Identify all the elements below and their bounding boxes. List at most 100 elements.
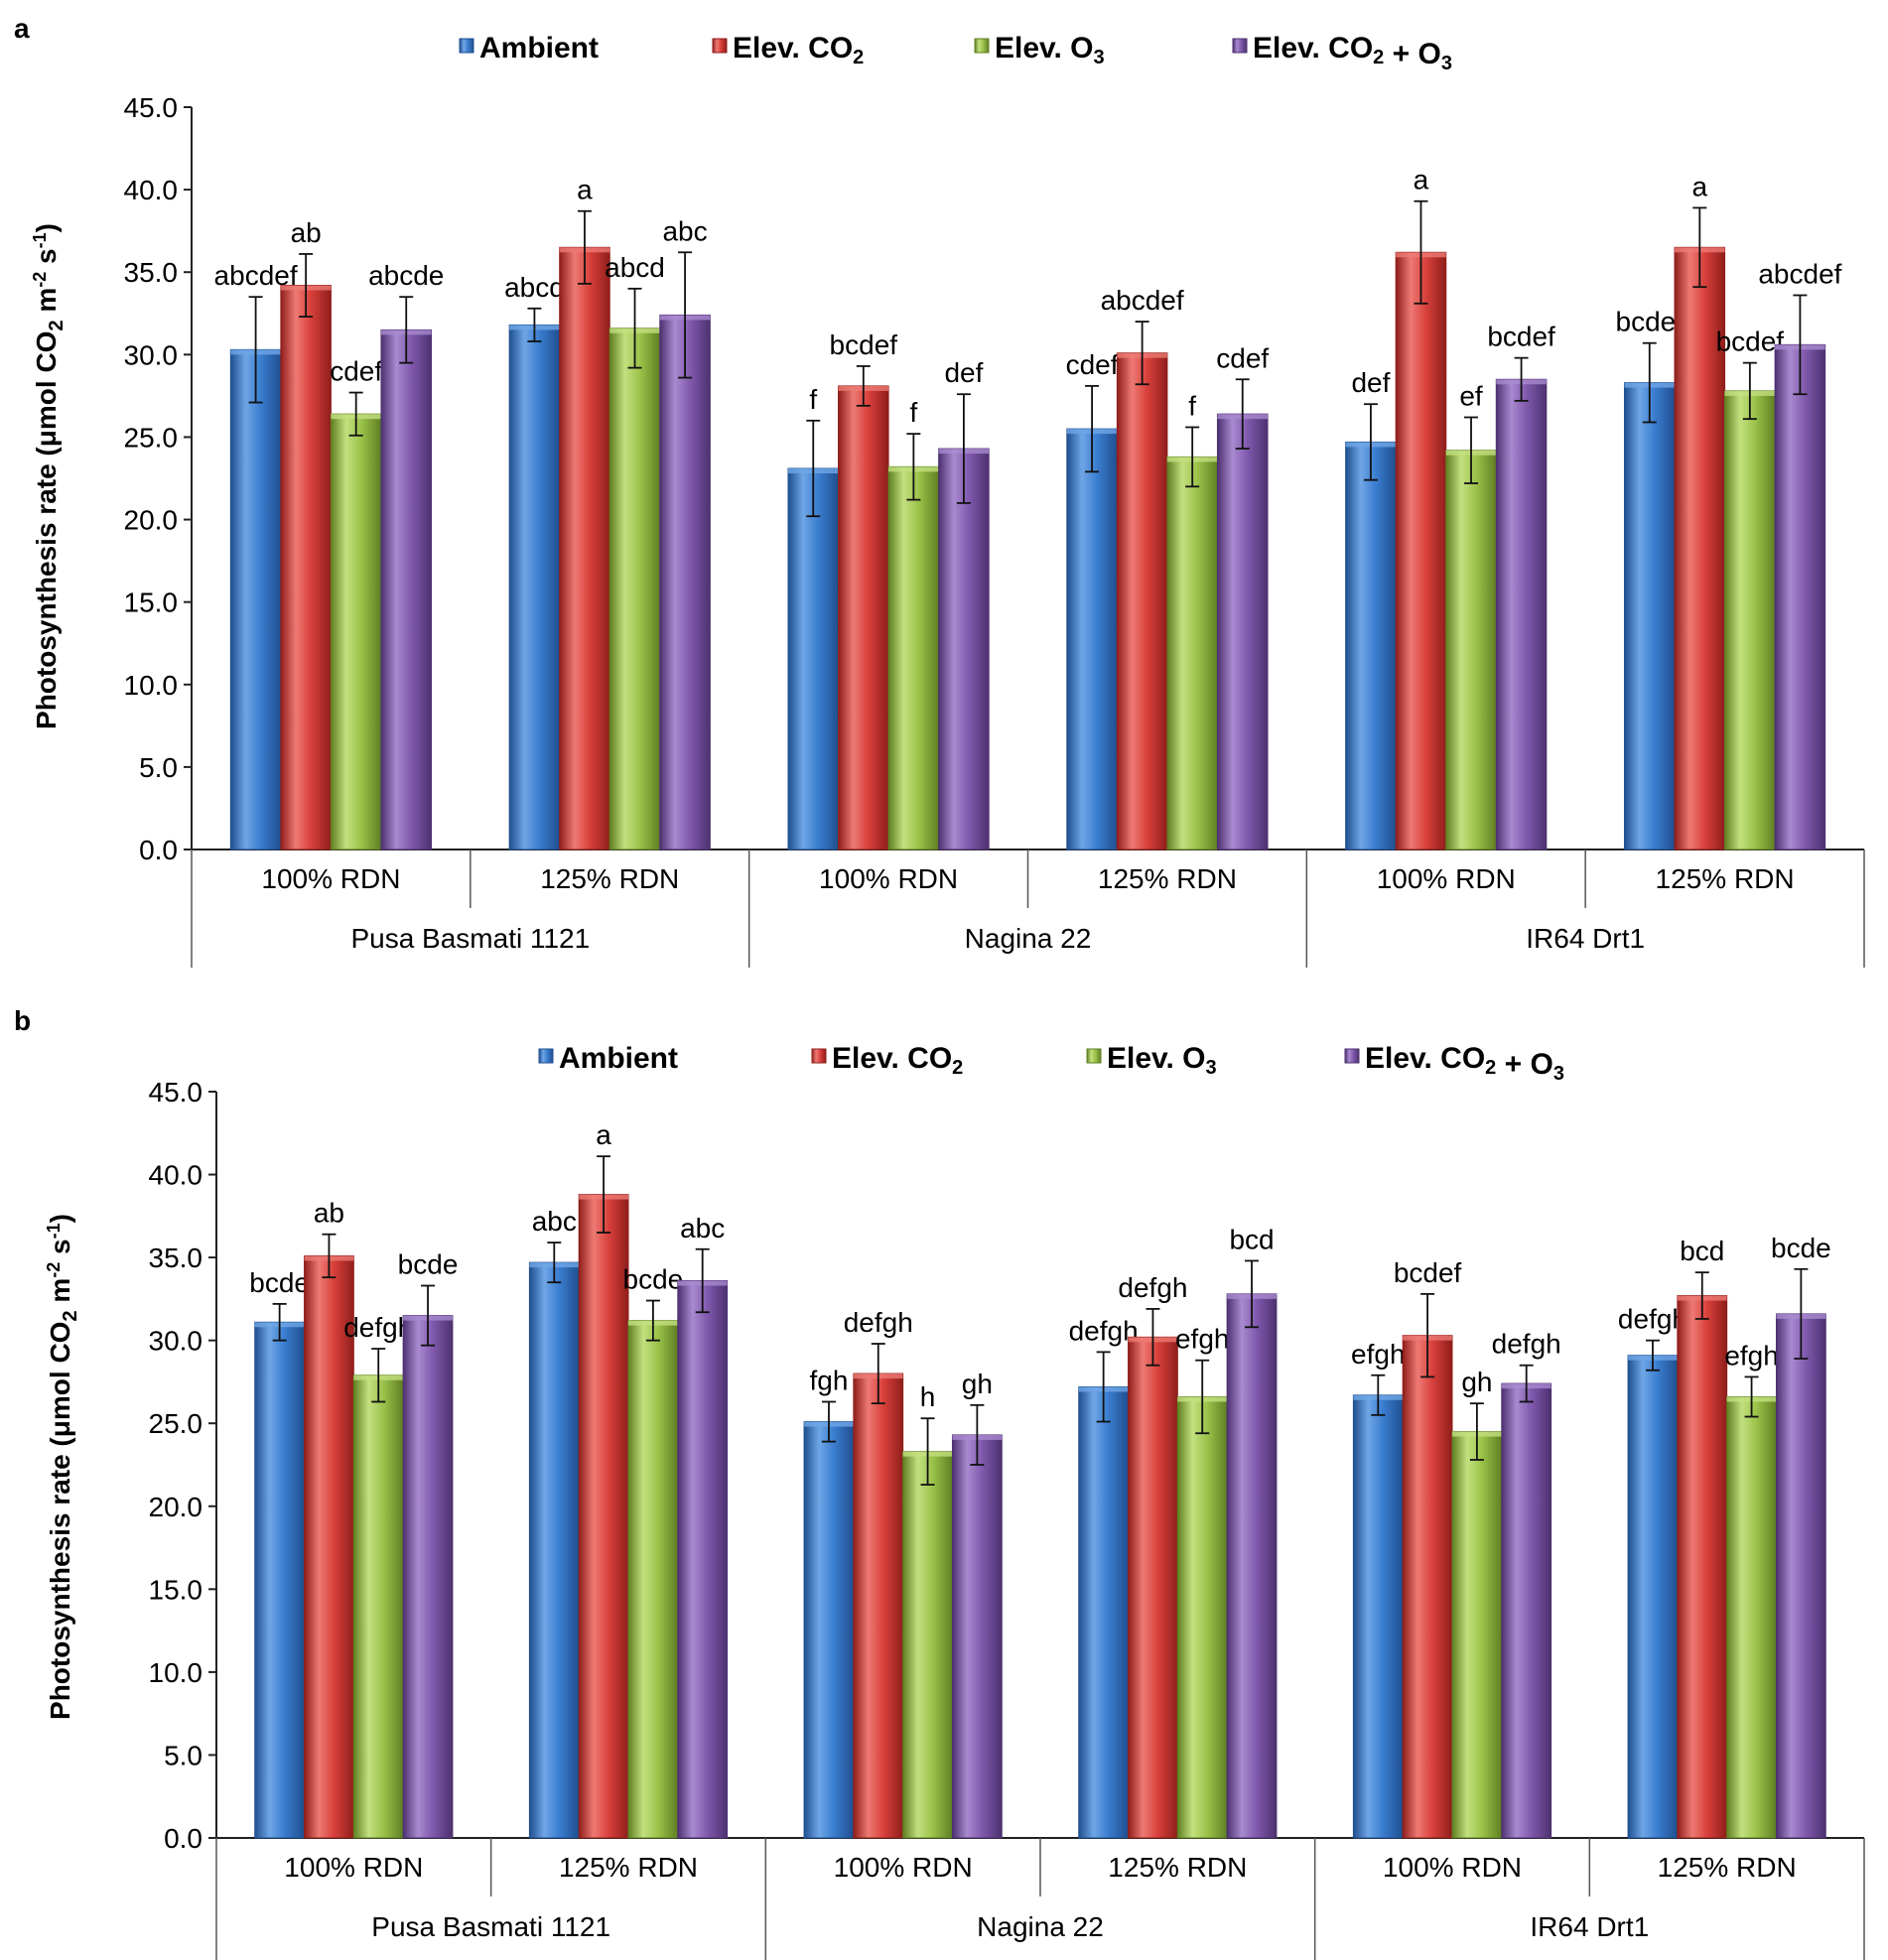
error-bar (821, 1400, 836, 1443)
bar (1128, 1336, 1178, 1839)
significance-label: defgh (1492, 1329, 1561, 1360)
error-bar (1793, 294, 1808, 396)
error-bar (1645, 1339, 1660, 1372)
x-category-label: 100% RDN (284, 1852, 423, 1883)
significance-label: bcde (1771, 1233, 1831, 1263)
error-bar (1096, 1351, 1111, 1423)
significance-label: defgh (1618, 1304, 1687, 1335)
bar (1451, 1431, 1503, 1839)
significance-label: ab (291, 217, 322, 248)
significance-label: abcde (368, 260, 444, 291)
bar (1395, 251, 1447, 850)
significance-label: abc (662, 215, 707, 246)
significance-label: def (944, 357, 983, 388)
y-axis-title: Photosynthesis rate (μmol CO2 m-2 s-1) (30, 223, 67, 729)
y-tick-label: 35.0 (124, 257, 179, 288)
chart-panel-a: a Ambient Elev. CO2 Elev. O3 Elev. CO2 + O3 P… (14, 13, 1865, 968)
y-tick-label: 0.0 (164, 1823, 202, 1854)
error-bar (1371, 1373, 1386, 1416)
bar (1166, 456, 1218, 850)
y-tick-label: 0.0 (139, 835, 178, 865)
bar (627, 1320, 679, 1839)
bar (1775, 1313, 1826, 1839)
panel-label: a (14, 13, 30, 44)
error-bar (1245, 1259, 1260, 1329)
significance-label: cdef (330, 356, 382, 387)
error-bar (1464, 416, 1479, 484)
error-bar (1414, 199, 1428, 305)
x-category-label: 100% RDN (834, 1852, 973, 1883)
error-bar (371, 1348, 386, 1403)
y-tick-label: 40.0 (124, 175, 179, 205)
x-group-label: Pusa Basmati 1121 (350, 923, 590, 954)
significance-label: bcd (1680, 1236, 1724, 1266)
legend-label: Ambient (559, 1042, 678, 1075)
panel-label: b (14, 1005, 31, 1036)
error-bar (1146, 1308, 1160, 1367)
bar (1402, 1335, 1453, 1839)
error-bar (547, 1241, 562, 1284)
legend-label: Elev. O3 (995, 32, 1105, 68)
legend-swatch (459, 38, 474, 54)
error-bar (906, 433, 921, 501)
error-bar (527, 307, 542, 342)
bar (1226, 1293, 1278, 1839)
error-bar (627, 287, 642, 369)
x-category-label: 125% RDN (559, 1852, 698, 1883)
error-bar (645, 1299, 660, 1342)
error-bar (399, 296, 414, 364)
significance-label: efgh (1351, 1339, 1406, 1370)
significance-label: a (596, 1119, 611, 1150)
legend: Ambient Elev. CO2 Elev. O3 Elev. CO2 + O3 (538, 1042, 1564, 1085)
y-tick-label: 45.0 (124, 92, 179, 123)
x-category-label: 125% RDN (1658, 1852, 1797, 1883)
bar (1176, 1395, 1228, 1839)
y-tick-label: 20.0 (149, 1492, 203, 1522)
significance-label: defgh (1118, 1272, 1187, 1303)
error-bar (597, 1155, 611, 1234)
x-group-label: IR64 Drt1 (1530, 1911, 1649, 1942)
error-bar (272, 1303, 287, 1342)
bar (1216, 413, 1269, 850)
legend-label: Elev. CO2 (832, 1042, 963, 1079)
legend-swatch (811, 1048, 827, 1064)
bar (1724, 390, 1776, 850)
significance-label: abc (532, 1206, 577, 1237)
significance-label: cdef (1216, 342, 1269, 373)
significance-label: bcdef (1394, 1257, 1462, 1288)
significance-label: efgh (1175, 1324, 1230, 1355)
bar (677, 1280, 729, 1839)
bar (352, 1374, 404, 1839)
significance-label: f (1188, 390, 1196, 421)
error-bar (1744, 1375, 1759, 1418)
bar (887, 465, 940, 850)
legend-swatch (974, 38, 990, 54)
bar (1627, 1355, 1679, 1839)
x-category-label: 100% RDN (261, 863, 400, 894)
error-bar (806, 419, 821, 518)
bar (528, 1261, 580, 1839)
significance-label: abc (680, 1213, 725, 1243)
x-group-label: Nagina 22 (965, 923, 1092, 954)
error-bar (1195, 1359, 1210, 1435)
error-bar (1235, 378, 1250, 450)
error-bar (1694, 1271, 1709, 1320)
error-bar (1420, 1292, 1435, 1378)
bar (838, 385, 889, 850)
bar (330, 413, 382, 850)
bar (1352, 1394, 1404, 1839)
bar (938, 448, 990, 850)
significance-label: a (577, 175, 593, 205)
x-category-label: 125% RDN (540, 863, 679, 894)
error-bar (421, 1284, 436, 1347)
bar (803, 1421, 855, 1839)
significance-label: a (1414, 165, 1429, 196)
x-group-label: Nagina 22 (977, 1911, 1104, 1942)
error-bar (956, 393, 971, 504)
legend-swatch (1086, 1048, 1102, 1064)
bar (1501, 1382, 1552, 1839)
legend-label: Elev. CO2 + O3 (1253, 32, 1452, 74)
y-tick-label: 30.0 (124, 339, 179, 370)
error-bar (1692, 206, 1707, 289)
significance-label: f (809, 384, 817, 415)
